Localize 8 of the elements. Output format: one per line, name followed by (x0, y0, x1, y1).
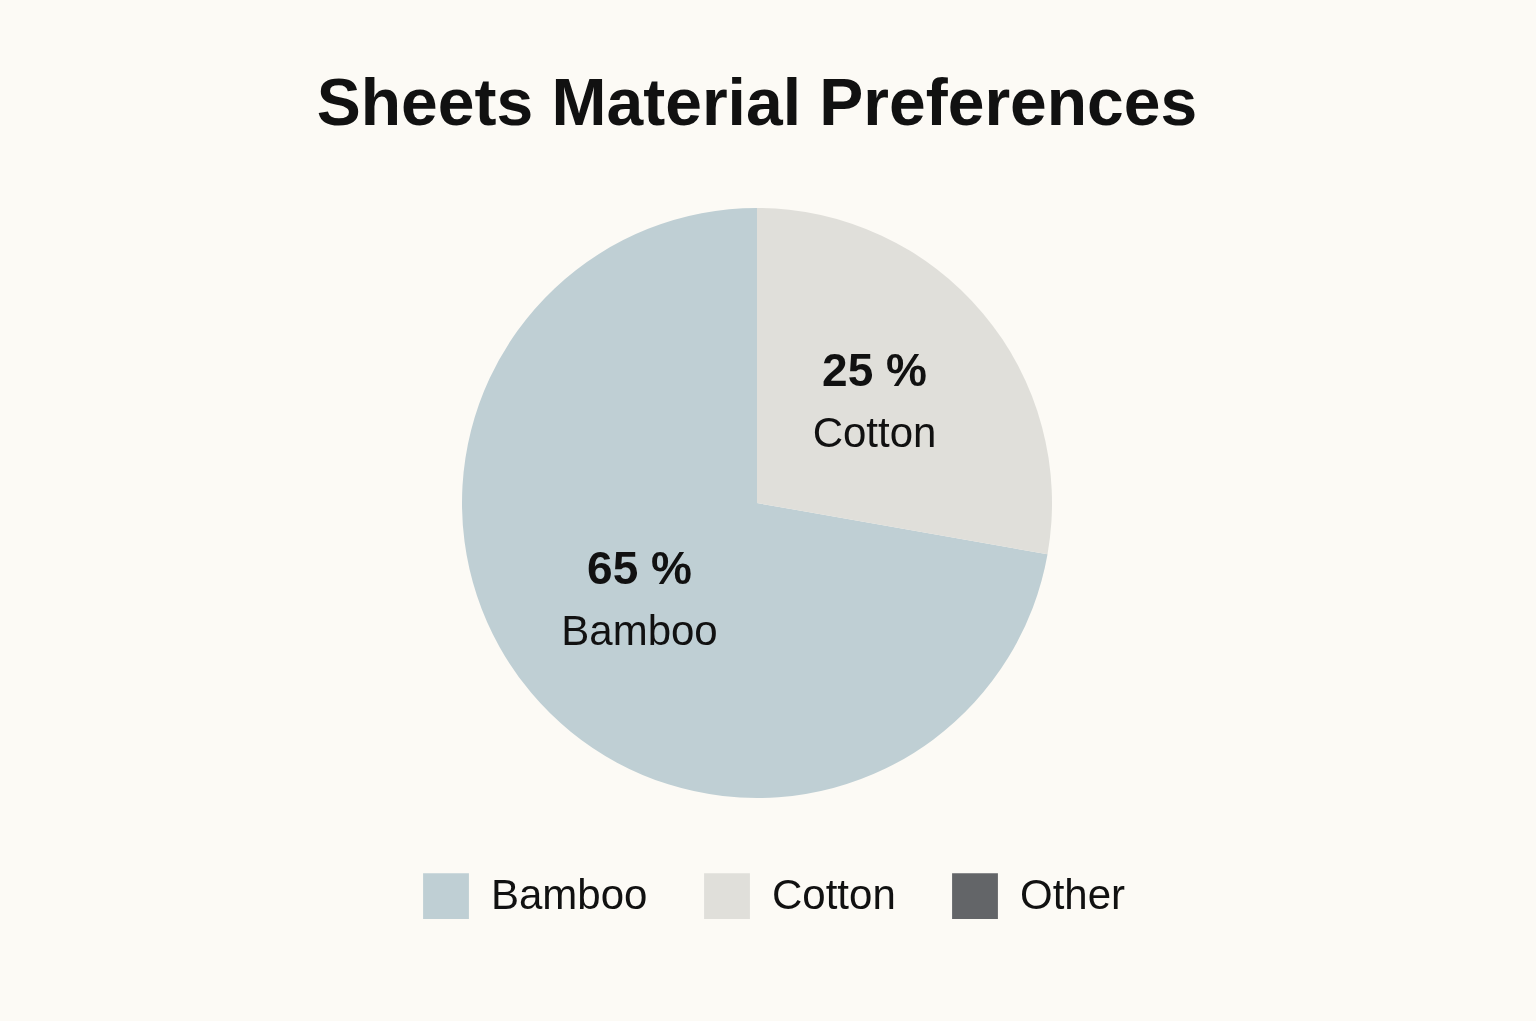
slice-label: Cotton (812, 409, 937, 457)
legend-label: Cotton (772, 871, 896, 919)
data-label: 65 % (587, 541, 692, 594)
chart-title: Sheets Material Preferences (316, 65, 1198, 139)
legend-label: Other (1020, 871, 1126, 919)
data-label: 25 % (822, 344, 927, 397)
slice-label: Bamboo (561, 606, 718, 654)
legend-label: Bamboo (491, 871, 648, 919)
